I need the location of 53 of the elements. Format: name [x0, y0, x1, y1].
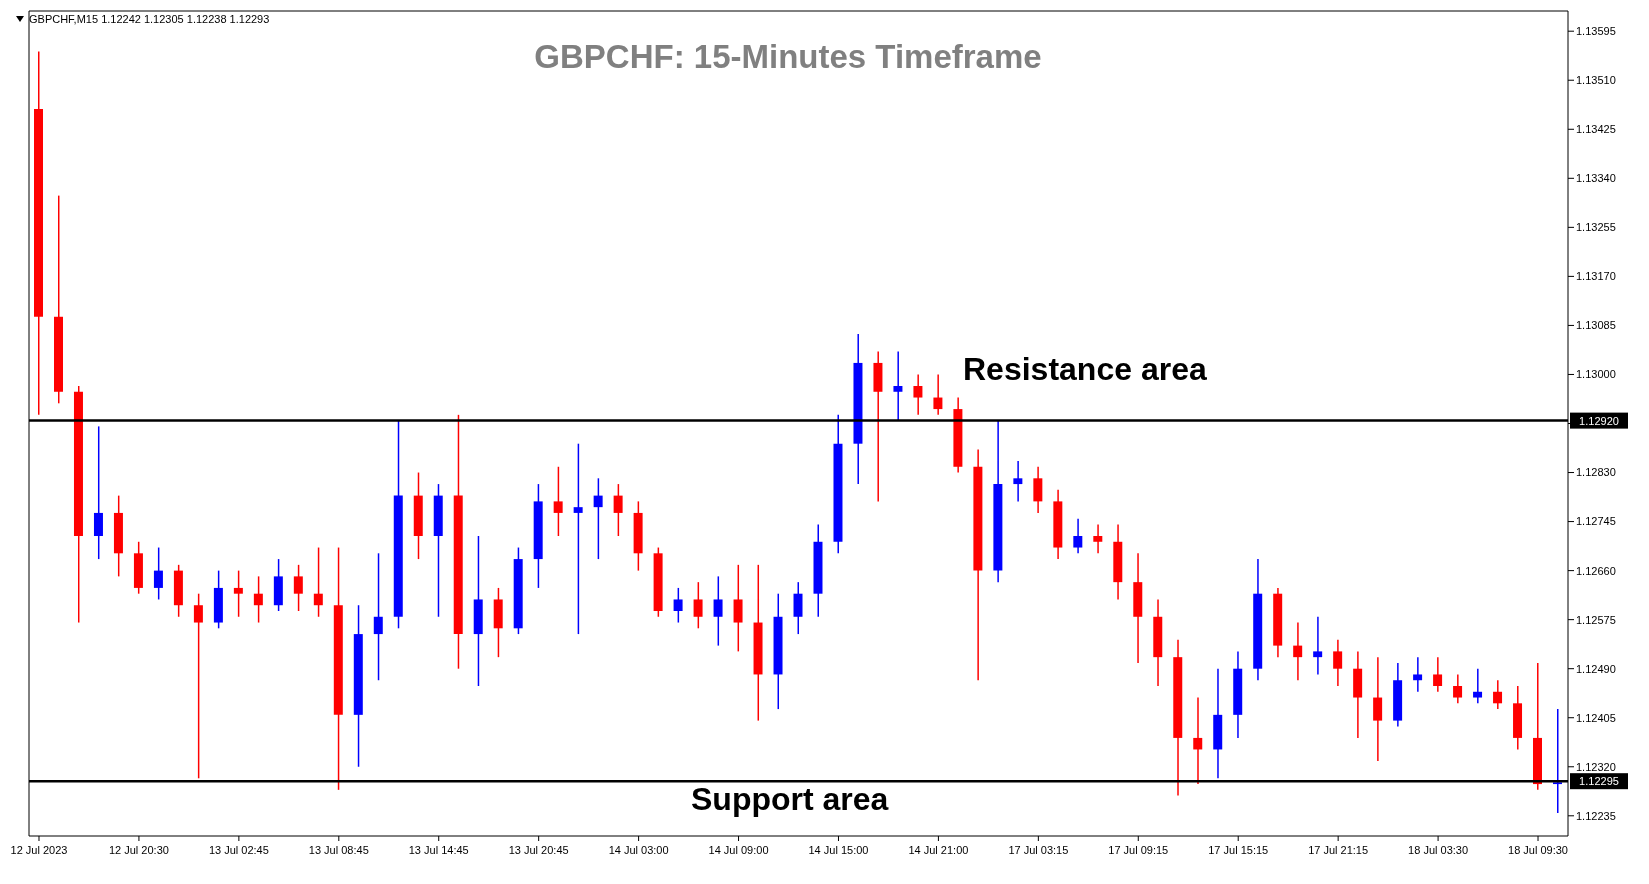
- text: GBPCHF: 15-Minutes Timeframe: [533, 38, 1043, 76]
- x-tick-label: 13 Jul 14:45: [408, 844, 469, 856]
- y-tick-label: 1.12830: [1576, 466, 1616, 479]
- x-tick-label: 12 Jul 20:30: [108, 844, 169, 856]
- candlestick: [1213, 668, 1223, 779]
- y-tick-label: 1.13340: [1576, 172, 1616, 185]
- ref-line-label: 1.12295: [1579, 775, 1619, 788]
- x-tick-label: 12 Jul 2023: [10, 844, 68, 856]
- x-tick-label: 17 Jul 15:15: [1208, 844, 1269, 856]
- candlestick: [913, 374, 923, 415]
- candlestick: [1473, 668, 1483, 704]
- y-tick-label: 1.13170: [1576, 270, 1616, 283]
- x-tick-label: 13 Jul 02:45: [208, 844, 269, 856]
- candlestick: [1133, 553, 1143, 663]
- y-tick-label: 1.13595: [1576, 25, 1616, 38]
- ref-line-label: 1.12920: [1579, 414, 1619, 427]
- candlestick: [1413, 657, 1423, 692]
- x-tick-label: 13 Jul 08:45: [308, 844, 369, 856]
- candlestick: [1553, 709, 1563, 813]
- candlestick: [1013, 461, 1023, 502]
- x-tick-label: 14 Jul 15:00: [808, 844, 869, 856]
- x-tick-label: 18 Jul 03:30: [1408, 844, 1469, 856]
- y-tick-label: 1.12745: [1576, 515, 1616, 528]
- y-tick-label: 1.12320: [1576, 760, 1616, 773]
- x-tick-label: 14 Jul 03:00: [608, 844, 669, 856]
- x-tick-label: 17 Jul 09:15: [1108, 844, 1169, 856]
- annotation: GBPCHF,M15 1.12242 1.12305 1.12238 1.12293: [29, 13, 270, 25]
- candlestick: [1093, 524, 1103, 554]
- annotation: Resistance area: [963, 351, 1207, 388]
- candlestick: [893, 351, 903, 421]
- candlestick: [1193, 697, 1203, 785]
- annotation: Support area: [691, 781, 889, 818]
- x-tick-label: 17 Jul 21:15: [1308, 844, 1369, 856]
- x-tick-label: 14 Jul 09:00: [708, 844, 769, 856]
- y-tick-label: 1.13255: [1576, 221, 1616, 234]
- y-tick-label: 1.13000: [1576, 368, 1616, 381]
- y-tick-label: 1.13425: [1576, 123, 1616, 136]
- y-tick-label: 1.12575: [1576, 613, 1616, 626]
- candlestick: [1293, 622, 1303, 681]
- candlestick: [933, 374, 943, 415]
- x-tick-label: 17 Jul 03:15: [1008, 844, 1069, 856]
- y-tick-label: 1.12660: [1576, 564, 1616, 577]
- candlestick: [1313, 616, 1323, 675]
- x-tick-label: 18 Jul 09:30: [1508, 844, 1568, 856]
- y-tick-label: 1.12235: [1576, 809, 1616, 822]
- y-tick-label: 1.13085: [1576, 319, 1616, 332]
- y-tick-label: 1.12490: [1576, 662, 1616, 675]
- x-tick-label: 14 Jul 21:00: [908, 844, 969, 856]
- candlestick: [1373, 657, 1383, 761]
- x-tick-label: 13 Jul 20:45: [508, 844, 569, 856]
- y-tick-label: 1.12405: [1576, 711, 1616, 724]
- candlestick: [873, 351, 883, 502]
- y-tick-label: 1.13510: [1576, 74, 1616, 87]
